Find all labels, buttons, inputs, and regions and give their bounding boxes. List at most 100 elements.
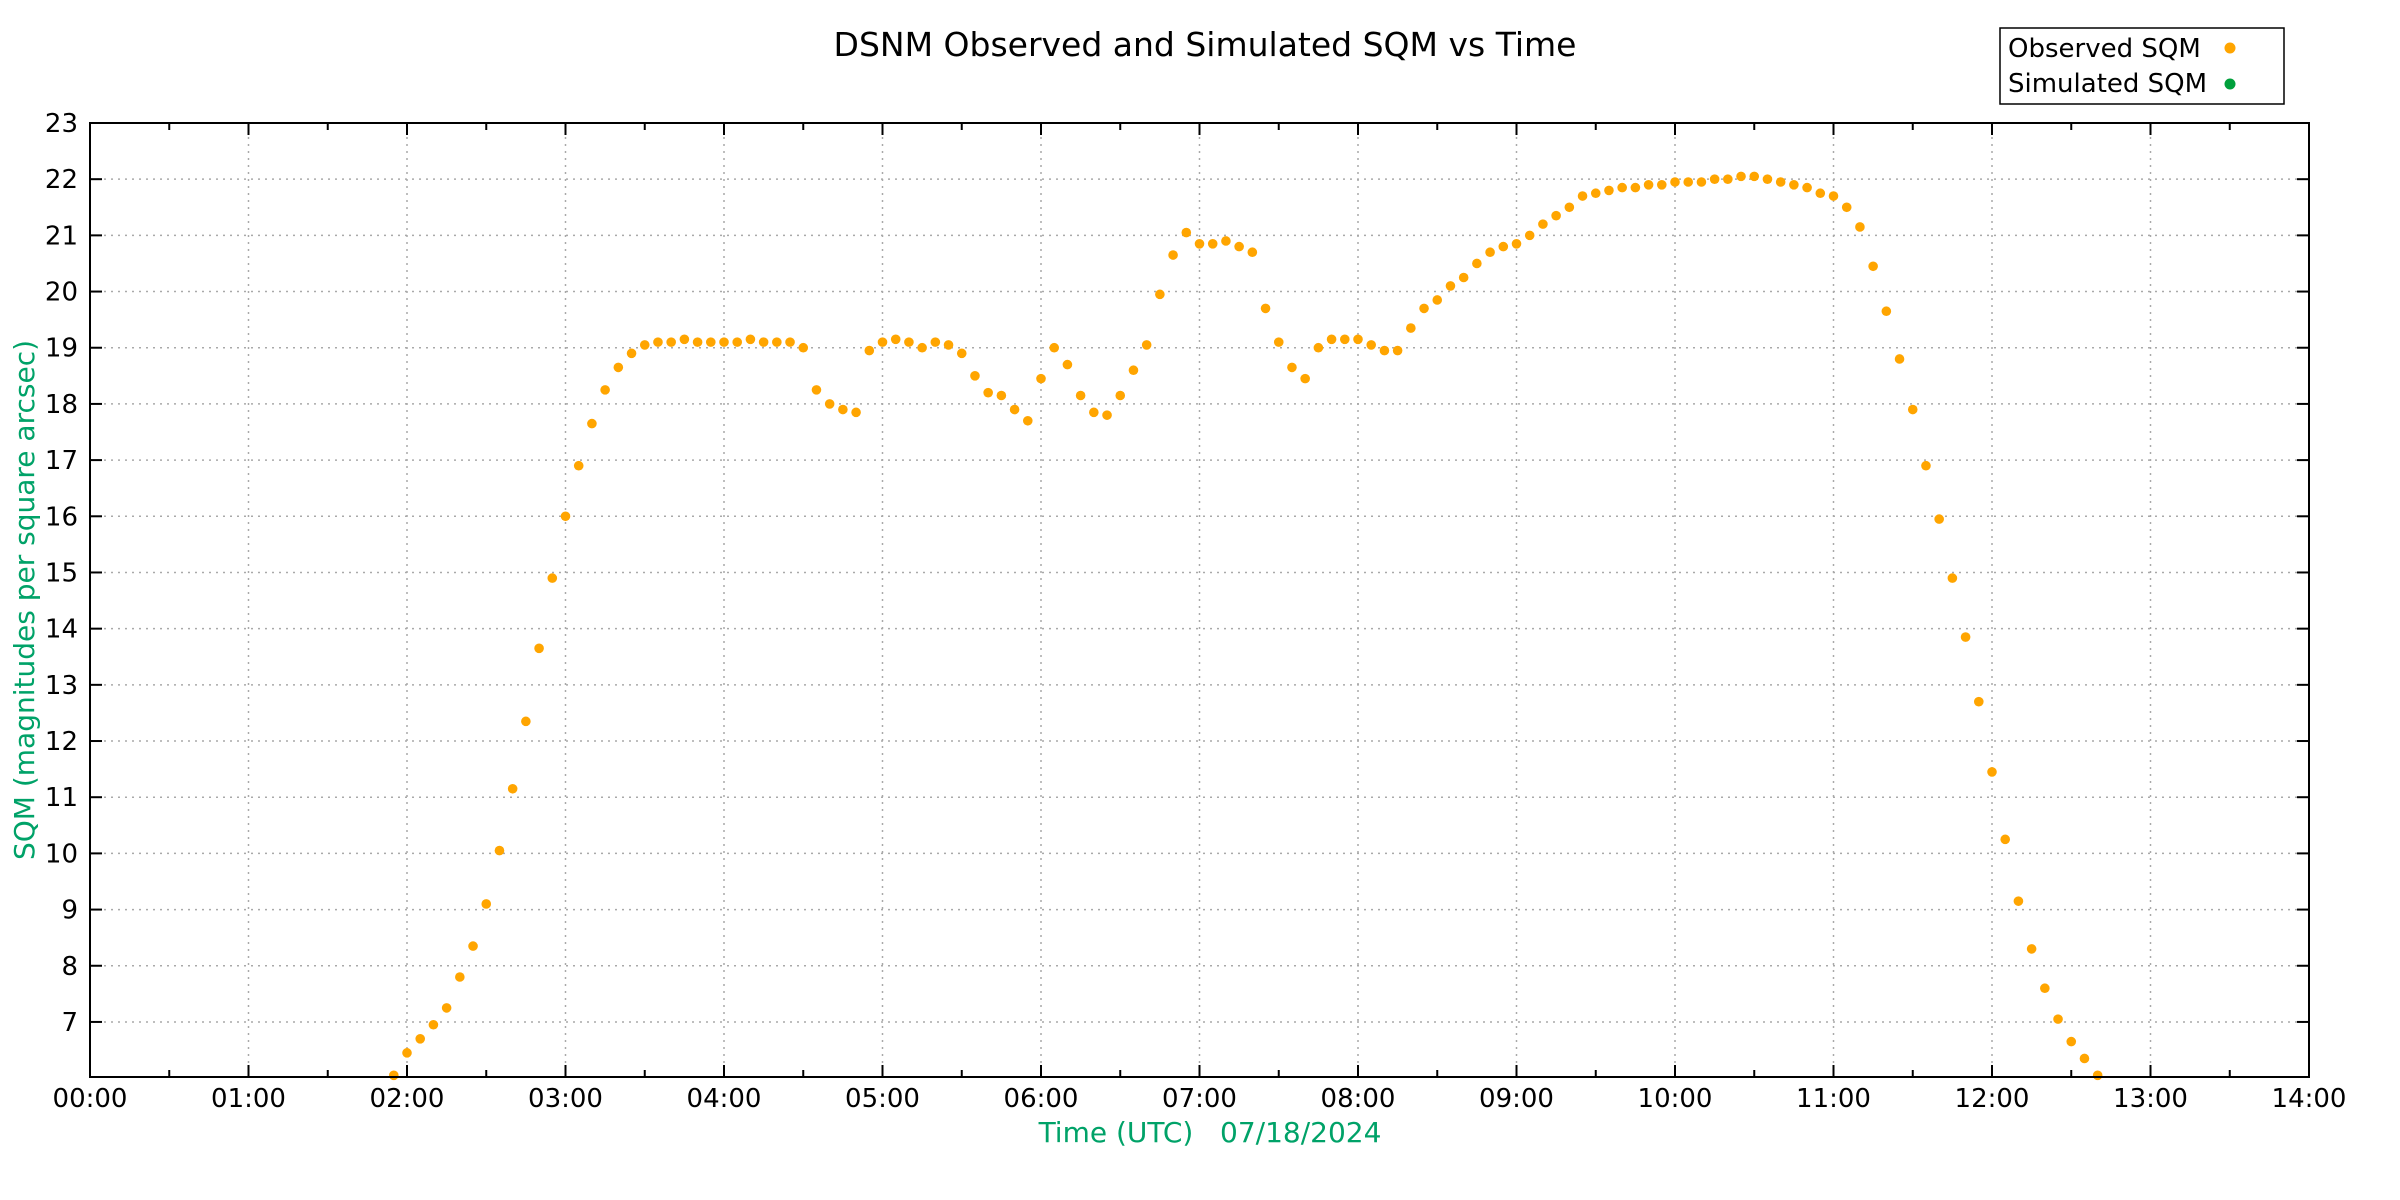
data-points — [388, 171, 2103, 1081]
data-point — [1075, 390, 1086, 401]
data-point — [1921, 460, 1931, 471]
data-point — [1115, 390, 1126, 401]
y-tick-label: 19 — [45, 334, 78, 364]
data-point — [1524, 230, 1535, 241]
data-point — [507, 783, 518, 794]
data-point — [639, 340, 650, 350]
data-point — [1036, 373, 1046, 384]
data-point — [1458, 272, 1469, 283]
y-tick-label: 15 — [45, 558, 78, 588]
data-point — [1168, 250, 1178, 260]
data-point — [534, 643, 544, 654]
data-point — [1736, 171, 1746, 182]
x-tick-label: 09:00 — [1479, 1084, 1554, 1114]
legend-label-observed: Observed SQM — [2008, 34, 2201, 64]
data-point — [441, 1003, 452, 1013]
data-point — [1934, 514, 1944, 524]
x-tick-label: 07:00 — [1162, 1084, 1237, 1114]
data-point — [1947, 573, 1958, 583]
data-point — [1723, 174, 1733, 184]
data-point — [1894, 354, 1905, 364]
data-point — [1207, 238, 1218, 249]
x-tick-label: 05:00 — [845, 1084, 920, 1114]
data-point — [1789, 180, 1799, 190]
data-point — [1564, 202, 1575, 213]
x-tick-label: 03:00 — [528, 1084, 603, 1114]
y-tick-label: 12 — [45, 727, 78, 757]
data-point — [1590, 188, 1601, 199]
data-point — [547, 573, 558, 583]
data-point — [1907, 404, 1918, 415]
data-point — [1273, 337, 1284, 347]
data-point — [1221, 236, 1231, 246]
data-point — [1141, 340, 1152, 350]
data-point — [798, 342, 809, 353]
data-point — [956, 348, 967, 359]
data-point — [1234, 241, 1244, 252]
legend-simulated-dot-icon — [2224, 78, 2236, 90]
data-point — [996, 390, 1007, 401]
data-point — [1062, 359, 1073, 370]
y-tick-label: 18 — [45, 390, 78, 420]
y-tick-label: 21 — [45, 221, 78, 251]
data-point — [2079, 1053, 2090, 1064]
data-point — [772, 337, 782, 347]
data-point — [811, 385, 822, 395]
data-point — [1366, 340, 1377, 350]
data-point — [930, 337, 941, 347]
data-point — [1696, 177, 1707, 187]
data-point — [1128, 365, 1139, 376]
data-point — [2026, 944, 2037, 954]
x-tick-label: 10:00 — [1638, 1084, 1713, 1114]
data-point — [1670, 177, 1680, 187]
data-point — [1868, 261, 1878, 272]
data-point — [468, 941, 478, 951]
y-tick-label: 22 — [45, 165, 78, 195]
data-point — [1022, 415, 1033, 426]
data-point — [1577, 191, 1588, 201]
data-point — [1353, 334, 1363, 345]
data-point — [521, 716, 531, 727]
x-tick-label: 11:00 — [1796, 1084, 1871, 1114]
data-point — [666, 337, 676, 347]
data-point — [1260, 303, 1271, 314]
data-point — [1855, 222, 1865, 232]
data-point — [1815, 188, 1826, 199]
data-point — [851, 407, 861, 418]
data-point — [2013, 896, 2024, 906]
data-point — [1709, 174, 1720, 184]
data-point — [415, 1033, 426, 1044]
legend-label-simulated: Simulated SQM — [2008, 69, 2207, 99]
data-point — [1775, 177, 1786, 187]
legend-box — [1999, 27, 2285, 105]
data-point — [626, 348, 637, 359]
x-tick-label: 06:00 — [1004, 1084, 1079, 1114]
data-point — [1617, 182, 1627, 193]
data-point — [679, 334, 690, 345]
data-point — [2000, 834, 2011, 845]
data-point — [587, 418, 597, 429]
data-point — [1881, 306, 1892, 317]
x-tick-label: 00:00 — [53, 1084, 128, 1114]
data-point — [838, 404, 848, 415]
data-point — [1960, 632, 1971, 642]
data-point — [1313, 342, 1324, 353]
data-point — [1392, 345, 1403, 356]
y-axis-label: SQM (magnitudes per square arcsec) — [8, 340, 41, 860]
y-tick-label: 10 — [45, 839, 78, 869]
data-point — [1987, 767, 1997, 777]
data-point — [785, 337, 795, 347]
x-tick-label: 13:00 — [2113, 1084, 2188, 1114]
data-point — [1009, 404, 1020, 415]
data-point — [1643, 180, 1654, 190]
data-point — [1287, 362, 1297, 373]
data-point — [1828, 191, 1839, 201]
tick-labels: 00:00 01:00 02:00 03:00 04:00 05:00 06:00 07:00… — [45, 109, 2347, 1114]
data-point — [1181, 227, 1192, 238]
data-point — [890, 334, 901, 345]
series-observed — [388, 171, 2103, 1081]
data-point — [1538, 219, 1548, 229]
data-point — [1445, 281, 1456, 291]
